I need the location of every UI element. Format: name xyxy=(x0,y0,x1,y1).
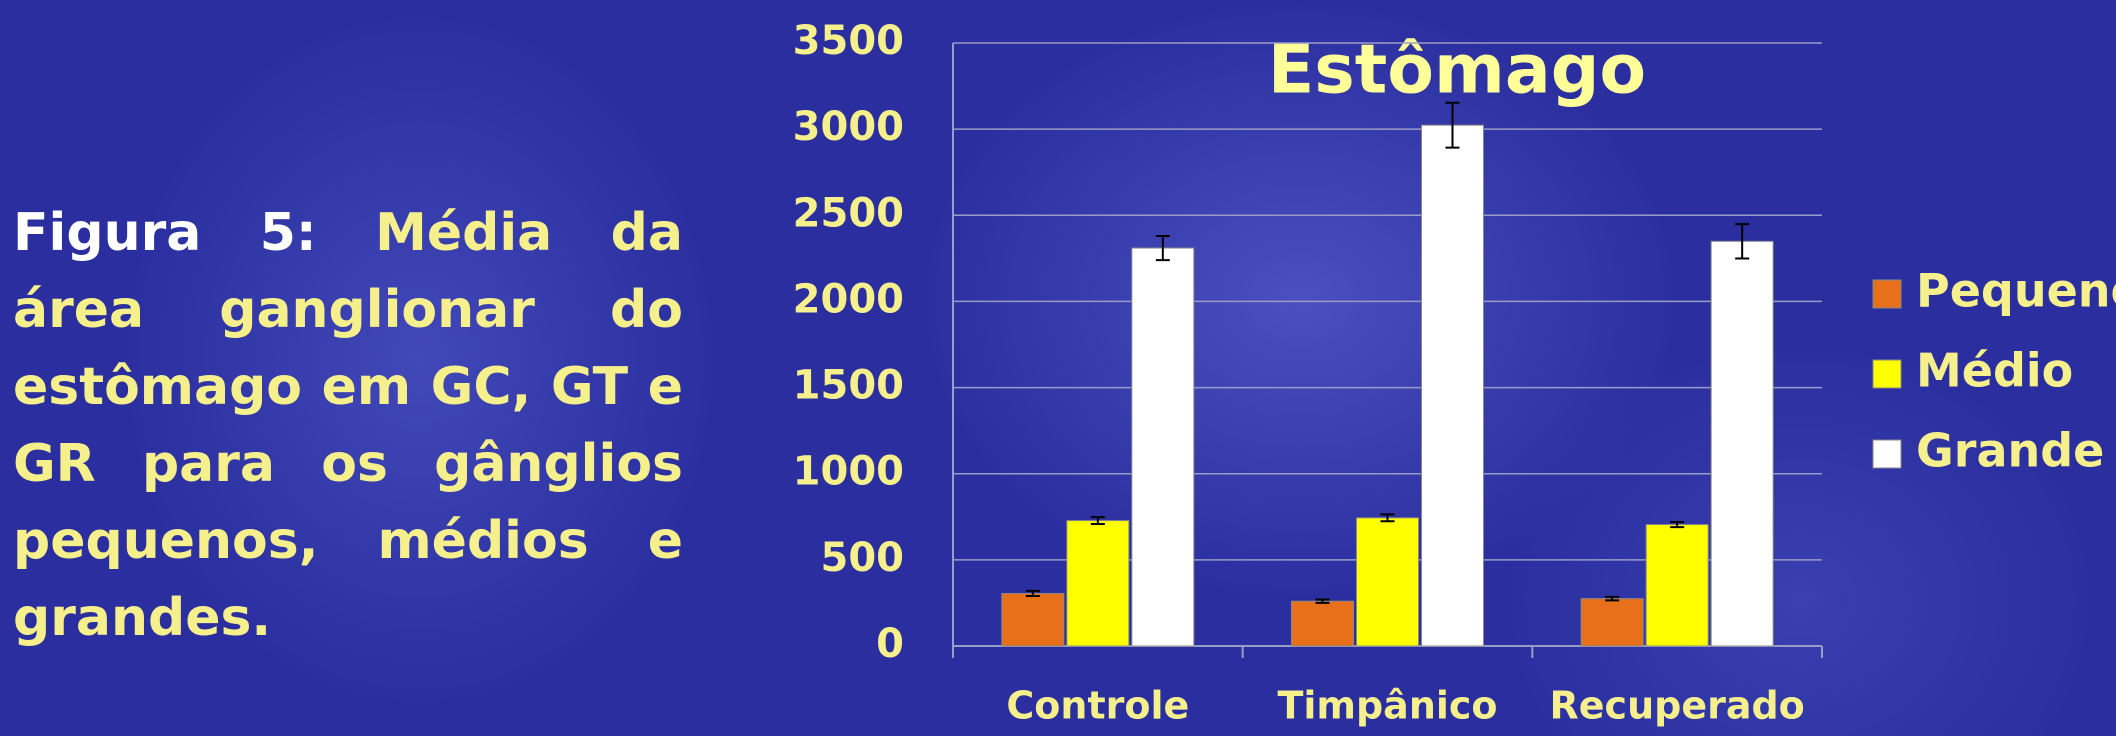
error-bar xyxy=(1605,595,1620,602)
error-bar xyxy=(1315,598,1330,604)
bar xyxy=(1421,124,1484,647)
error-bar xyxy=(1155,234,1170,262)
y-tick-label: 3500 xyxy=(793,18,904,64)
bar xyxy=(1710,240,1774,647)
legend-swatch xyxy=(1872,439,1902,469)
bar xyxy=(1356,517,1419,647)
bar xyxy=(1645,524,1709,647)
y-tick-label: 1000 xyxy=(793,449,904,495)
y-tick-label: 2000 xyxy=(793,276,904,322)
legend-swatch xyxy=(1872,279,1902,309)
error-bar xyxy=(1025,589,1040,598)
caption: Figura 5: Média da área ganglionar do es… xyxy=(13,195,683,657)
x-tick-label: Recuperado xyxy=(1550,684,1805,728)
bar xyxy=(1001,592,1065,647)
y-tick-label: 500 xyxy=(821,535,905,581)
legend-swatch xyxy=(1872,359,1902,389)
error-bar xyxy=(1380,513,1395,523)
y-tick-label: 3000 xyxy=(793,104,904,150)
legend-label: Grande xyxy=(1916,424,2104,478)
bar xyxy=(1580,598,1644,647)
x-tick-label: Timpânico xyxy=(1277,684,1497,728)
error-bar xyxy=(1670,520,1685,529)
error-bar xyxy=(1090,516,1105,526)
bar xyxy=(1291,600,1354,647)
error-bar xyxy=(1445,101,1460,149)
x-tick-label: Controle xyxy=(1006,684,1189,728)
caption-text: Média da área ganglionar do estômago em … xyxy=(13,203,683,648)
error-bar xyxy=(1735,223,1750,260)
y-tick-label: 2500 xyxy=(793,190,904,236)
legend-label: Pequeno xyxy=(1916,264,2116,318)
bar xyxy=(1066,520,1130,647)
y-tick-label: 1500 xyxy=(793,363,904,409)
legend-label: Médio xyxy=(1916,344,2073,398)
y-tick-label: 0 xyxy=(876,621,904,667)
bar xyxy=(1131,247,1195,647)
caption-label: Figura 5: xyxy=(13,203,317,263)
